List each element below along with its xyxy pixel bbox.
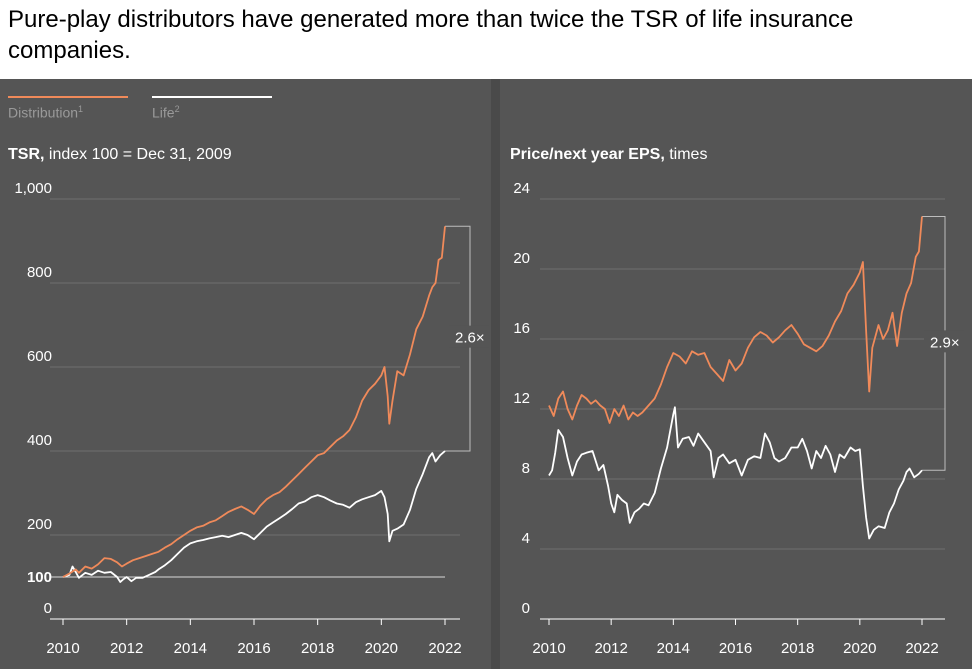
pe-y-tick-label: 0 xyxy=(522,600,530,617)
pe-y-tick-label: 20 xyxy=(513,250,530,267)
pe-series-distribution-line xyxy=(548,216,923,424)
pe-ratio-label-bg xyxy=(924,330,964,353)
legend-life-swatch xyxy=(152,96,272,98)
tsr-ratio-label-bg xyxy=(449,325,489,348)
tsr-y-tick-label: 600 xyxy=(27,348,52,365)
tsr-x-tick-label: 2010 xyxy=(46,640,79,657)
pe-chart-title: Price/next year EPS, times xyxy=(510,146,708,163)
tsr-x-tick-label: 2022 xyxy=(428,640,461,657)
pe-y-tick-label: 24 xyxy=(513,180,530,197)
tsr-y-tick-label: 800 xyxy=(27,264,52,281)
pe-chart-panel xyxy=(500,79,972,669)
tsr-y-tick-label: 0 xyxy=(44,600,52,617)
headline: Pure-play distributors have generated mo… xyxy=(8,6,854,64)
tsr-chart-title: TSR, index 100 = Dec 31, 2009 xyxy=(8,146,232,163)
tsr-x-tick-label: 2012 xyxy=(110,640,143,657)
tsr-x-tick-label: 2016 xyxy=(237,640,270,657)
tsr-y-tick-label: 400 xyxy=(27,432,52,449)
tsr-series-life-line xyxy=(62,450,446,583)
legend-life-label: Life2 xyxy=(152,104,180,121)
legend-life: Life2 xyxy=(152,96,272,122)
pe-y-tick-label: 12 xyxy=(513,390,530,407)
pe-ratio-label: 2.9× xyxy=(930,334,960,351)
tsr-x-tick-label: 2018 xyxy=(301,640,334,657)
tsr-y-tick-label: 200 xyxy=(27,516,52,533)
pe-x-tick-label: 2014 xyxy=(657,640,690,657)
pe-x-tick-label: 2020 xyxy=(843,640,876,657)
legend-distribution-label: Distribution1 xyxy=(8,104,84,121)
pe-x-tick-label: 2018 xyxy=(781,640,814,657)
legend-distribution-swatch xyxy=(8,96,128,98)
tsr-baseline-label: 100 xyxy=(27,569,52,586)
tsr-x-tick-label: 2020 xyxy=(365,640,398,657)
panel-divider xyxy=(491,79,500,669)
pe-y-tick-label: 8 xyxy=(522,460,530,477)
pe-series-life-line xyxy=(548,406,923,540)
pe-x-tick-label: 2010 xyxy=(532,640,565,657)
pe-x-tick-label: 2012 xyxy=(594,640,627,657)
pe-y-tick-label: 4 xyxy=(522,530,530,547)
pe-x-tick-label: 2022 xyxy=(905,640,938,657)
tsr-ratio-label: 2.6× xyxy=(455,330,485,347)
tsr-y-tick-label: 1,000 xyxy=(14,180,52,197)
pe-y-tick-label: 16 xyxy=(513,320,530,337)
tsr-x-tick-label: 2014 xyxy=(174,640,207,657)
legend-distribution: Distribution1 xyxy=(8,96,130,122)
pe-x-tick-label: 2016 xyxy=(719,640,752,657)
tsr-series-distribution-line xyxy=(62,226,446,578)
